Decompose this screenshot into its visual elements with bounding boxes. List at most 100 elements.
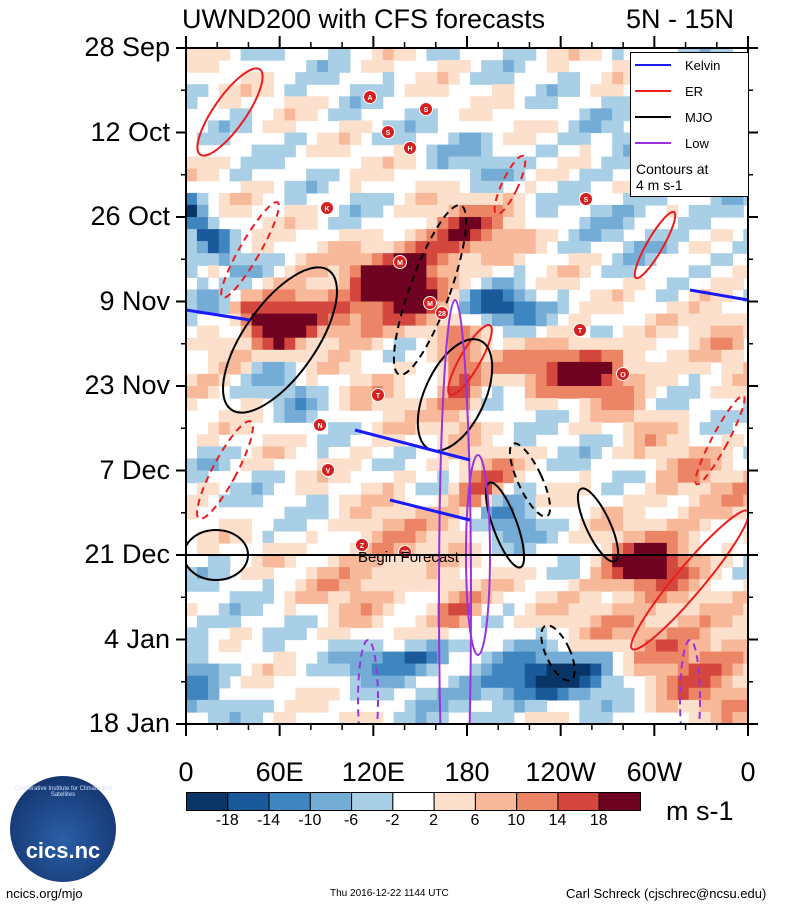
field-cell — [415, 530, 427, 544]
field-cell — [186, 217, 198, 230]
field-cell — [284, 542, 296, 556]
field-cell — [229, 494, 242, 508]
field-cell — [459, 530, 471, 544]
field-cell — [492, 192, 504, 206]
field-cell — [426, 639, 438, 653]
field-cell — [295, 72, 307, 85]
field-cell — [426, 72, 438, 85]
field-cell — [240, 482, 253, 496]
field-cell — [196, 542, 209, 556]
field-cell — [349, 301, 362, 315]
field-cell — [349, 204, 362, 218]
field-cell — [229, 446, 242, 460]
y-tick-label: 21 Dec — [84, 539, 170, 569]
field-cell — [459, 422, 471, 435]
colorbar-tick-label: -6 — [343, 812, 359, 829]
field-cell — [186, 168, 198, 182]
field-cell — [393, 675, 406, 689]
field-cell — [502, 458, 515, 472]
field-cell — [513, 313, 526, 327]
field-cell — [349, 555, 362, 568]
field-cell — [688, 373, 701, 387]
field-cell — [557, 180, 569, 194]
field-cell — [579, 579, 591, 592]
field-cell — [470, 217, 482, 230]
field-cell — [382, 241, 395, 254]
field-cell — [295, 180, 307, 194]
field-cell — [677, 651, 690, 665]
field-cell — [284, 180, 296, 194]
field-cell — [459, 470, 471, 484]
field-cell — [666, 434, 679, 447]
field-cell — [393, 446, 406, 460]
field-cell — [546, 494, 559, 508]
field-cell — [546, 373, 559, 387]
field-cell — [590, 506, 602, 520]
field-cell — [251, 373, 264, 387]
footer-author: Carl Schreck (cjschrec@ncsu.edu) — [566, 886, 767, 901]
field-cell — [655, 687, 668, 701]
field-cell — [590, 603, 602, 616]
field-cell — [306, 361, 318, 375]
field-cell — [568, 229, 580, 242]
field-cell — [524, 337, 537, 351]
field-cell — [404, 192, 417, 206]
field-cell — [349, 229, 362, 242]
field-cell — [448, 482, 460, 496]
field-cell — [524, 663, 537, 677]
field-cell — [535, 711, 548, 724]
field-cell — [579, 265, 591, 278]
field-cell — [295, 579, 307, 592]
field-cell — [710, 192, 722, 206]
field-cell — [240, 410, 253, 423]
field-cell — [557, 458, 569, 472]
field-cell — [546, 675, 559, 689]
field-cell — [677, 386, 690, 399]
field-cell — [666, 567, 679, 580]
field-cell — [229, 482, 242, 496]
field-cell — [186, 192, 198, 206]
field-cell — [382, 265, 395, 278]
field-cell — [710, 687, 722, 701]
field-cell — [492, 615, 504, 629]
field-cell — [426, 337, 438, 351]
field-cell — [623, 494, 635, 508]
field-cell — [360, 156, 373, 170]
field-cell — [535, 120, 548, 134]
field-cell — [328, 579, 340, 592]
field-cell — [196, 530, 209, 544]
field-cell — [404, 651, 417, 665]
field-cell — [721, 663, 733, 677]
field-cell — [688, 349, 701, 363]
field-cell — [623, 241, 635, 254]
field-cell — [349, 108, 362, 122]
field-cell — [481, 253, 493, 266]
field-cell — [196, 699, 209, 713]
field-cell — [645, 386, 657, 399]
field-cell — [579, 687, 591, 701]
field-cell — [513, 277, 526, 291]
field-cell — [590, 663, 602, 677]
field-cell — [437, 458, 449, 472]
field-cell — [634, 663, 646, 677]
field-cell — [579, 337, 591, 351]
field-cell — [273, 349, 285, 363]
field-cell — [393, 663, 406, 677]
field-cell — [284, 217, 296, 230]
field-cell — [339, 615, 351, 629]
field-cell — [273, 144, 285, 158]
field-cell — [251, 446, 264, 460]
field-cell — [513, 289, 526, 303]
field-cell — [470, 542, 482, 556]
field-cell — [557, 60, 569, 73]
field-cell — [535, 349, 548, 363]
field-cell — [382, 60, 395, 73]
field-cell — [470, 446, 482, 460]
field-cell — [470, 229, 482, 242]
field-cell — [470, 96, 482, 109]
field-cell — [546, 567, 559, 580]
footer-url[interactable]: ncics.org/mjo — [6, 886, 83, 901]
field-cell — [240, 567, 253, 580]
field-cell — [448, 555, 460, 568]
field-cell — [513, 494, 526, 508]
